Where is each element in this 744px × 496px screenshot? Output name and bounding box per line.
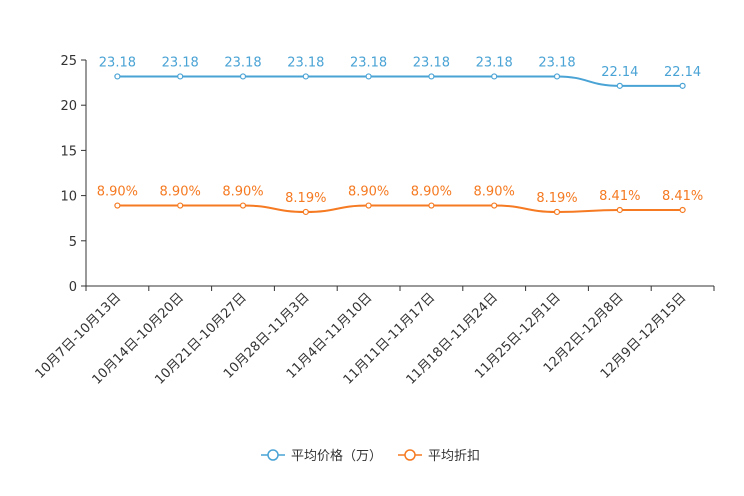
series-1: 8.90% 8.90% 8.90% 8.19% 8.90% 8.90% 8.90% 8.19%… — [97, 185, 703, 216]
data-label: 8.19% — [536, 191, 577, 206]
data-point[interactable] — [428, 73, 435, 80]
legend-label: 平均价格（万） — [291, 448, 382, 464]
y-tick-label: 10 — [60, 190, 77, 205]
data-label: 23.18 — [162, 55, 199, 70]
data-label: 8.90% — [160, 185, 201, 200]
series-layer: 23.18 23.18 23.18 23.18 23.18 23.18 23.18 23.18… — [97, 55, 703, 216]
data-point[interactable] — [491, 202, 498, 209]
data-point[interactable] — [616, 206, 623, 214]
legend-marker — [404, 449, 416, 461]
data-label: 23.18 — [350, 55, 387, 70]
data-point[interactable] — [239, 73, 247, 80]
series-0: 23.18 23.18 23.18 23.18 23.18 23.18 23.18 23.18… — [99, 55, 701, 89]
y-tick-label: 25 — [60, 54, 77, 69]
data-point[interactable] — [553, 208, 561, 216]
data-point[interactable] — [553, 73, 561, 80]
data-label: 23.18 — [476, 55, 513, 70]
data-point[interactable] — [114, 202, 121, 209]
data-label: 23.18 — [538, 55, 575, 70]
data-label: 8.19% — [285, 191, 326, 206]
data-label: 8.90% — [222, 185, 263, 200]
data-point[interactable] — [239, 202, 247, 209]
data-point[interactable] — [616, 82, 623, 89]
data-point[interactable] — [177, 73, 184, 80]
data-label: 8.90% — [348, 185, 389, 200]
data-label: 8.90% — [97, 185, 138, 200]
legend[interactable]: 平均价格（万） 平均折扣 — [261, 448, 480, 464]
data-label: 23.18 — [224, 55, 261, 70]
series-line — [117, 204, 683, 213]
legend-marker — [267, 449, 279, 461]
data-label: 22.14 — [664, 65, 701, 80]
y-tick-label: 20 — [60, 99, 77, 114]
series-line — [117, 75, 683, 87]
data-label: 8.41% — [599, 189, 640, 204]
legend-item-1[interactable]: 平均折扣 — [398, 449, 480, 464]
data-label: 23.18 — [99, 55, 136, 70]
data-label: 23.18 — [413, 55, 450, 70]
data-point[interactable] — [177, 202, 184, 209]
data-point[interactable] — [428, 202, 435, 209]
y-tick-label: 5 — [69, 235, 77, 250]
data-point[interactable] — [114, 73, 121, 80]
data-point[interactable] — [365, 202, 372, 209]
data-point[interactable] — [679, 82, 686, 89]
data-label: 8.90% — [411, 185, 452, 200]
y-tick-label: 0 — [69, 280, 77, 295]
data-label: 22.14 — [601, 65, 638, 80]
data-point[interactable] — [302, 208, 309, 216]
axes: 051015202510月7日-10月13日10月14日-10月20日10月21… — [33, 54, 715, 388]
data-label: 23.18 — [287, 55, 324, 70]
data-point[interactable] — [679, 206, 686, 214]
data-point[interactable] — [491, 73, 498, 80]
legend-item-0[interactable]: 平均价格（万） — [261, 448, 382, 464]
legend-label: 平均折扣 — [428, 449, 480, 464]
data-point[interactable] — [365, 73, 372, 80]
data-label: 8.90% — [474, 185, 515, 200]
data-label: 8.41% — [662, 189, 703, 204]
y-tick-label: 15 — [60, 144, 77, 159]
data-point[interactable] — [302, 73, 309, 80]
